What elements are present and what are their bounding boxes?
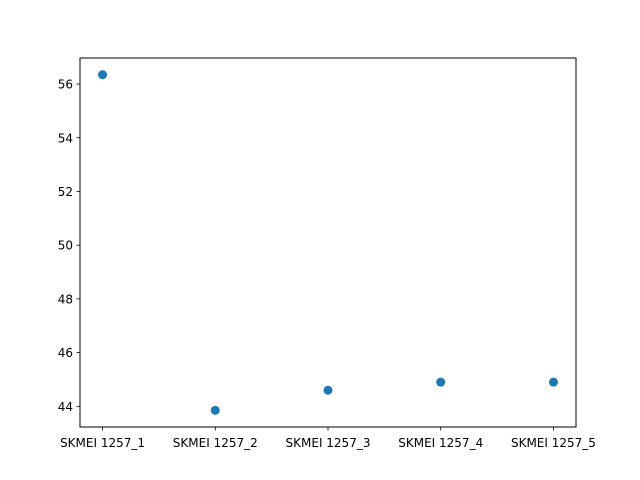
y-tick-label: 54 xyxy=(58,131,73,145)
y-tick-label: 48 xyxy=(58,292,73,306)
data-point xyxy=(323,385,333,395)
y-tick-label: 56 xyxy=(58,78,73,92)
y-tick-label: 46 xyxy=(58,346,73,360)
x-tick-label: SKMEI 1257_2 xyxy=(173,436,258,450)
y-tick-label: 50 xyxy=(58,239,73,253)
y-tick-label: 52 xyxy=(58,185,73,199)
data-point xyxy=(548,377,558,387)
data-point xyxy=(98,70,108,80)
x-tick-label: SKMEI 1257_4 xyxy=(398,436,483,450)
plot-frame xyxy=(79,57,577,428)
data-point xyxy=(210,405,220,415)
plot-layer: 44 46 48 50 52 54 56 SKMEI 1257_1 SKMEI 1257_2 SK… xyxy=(58,57,596,450)
x-tick-label: SKMEI 1257_3 xyxy=(286,436,371,450)
x-tick-label: SKMEI 1257_1 xyxy=(60,436,145,450)
data-point xyxy=(436,377,446,387)
x-tick-label: SKMEI 1257_5 xyxy=(511,436,596,450)
y-tick-label: 44 xyxy=(58,400,73,414)
